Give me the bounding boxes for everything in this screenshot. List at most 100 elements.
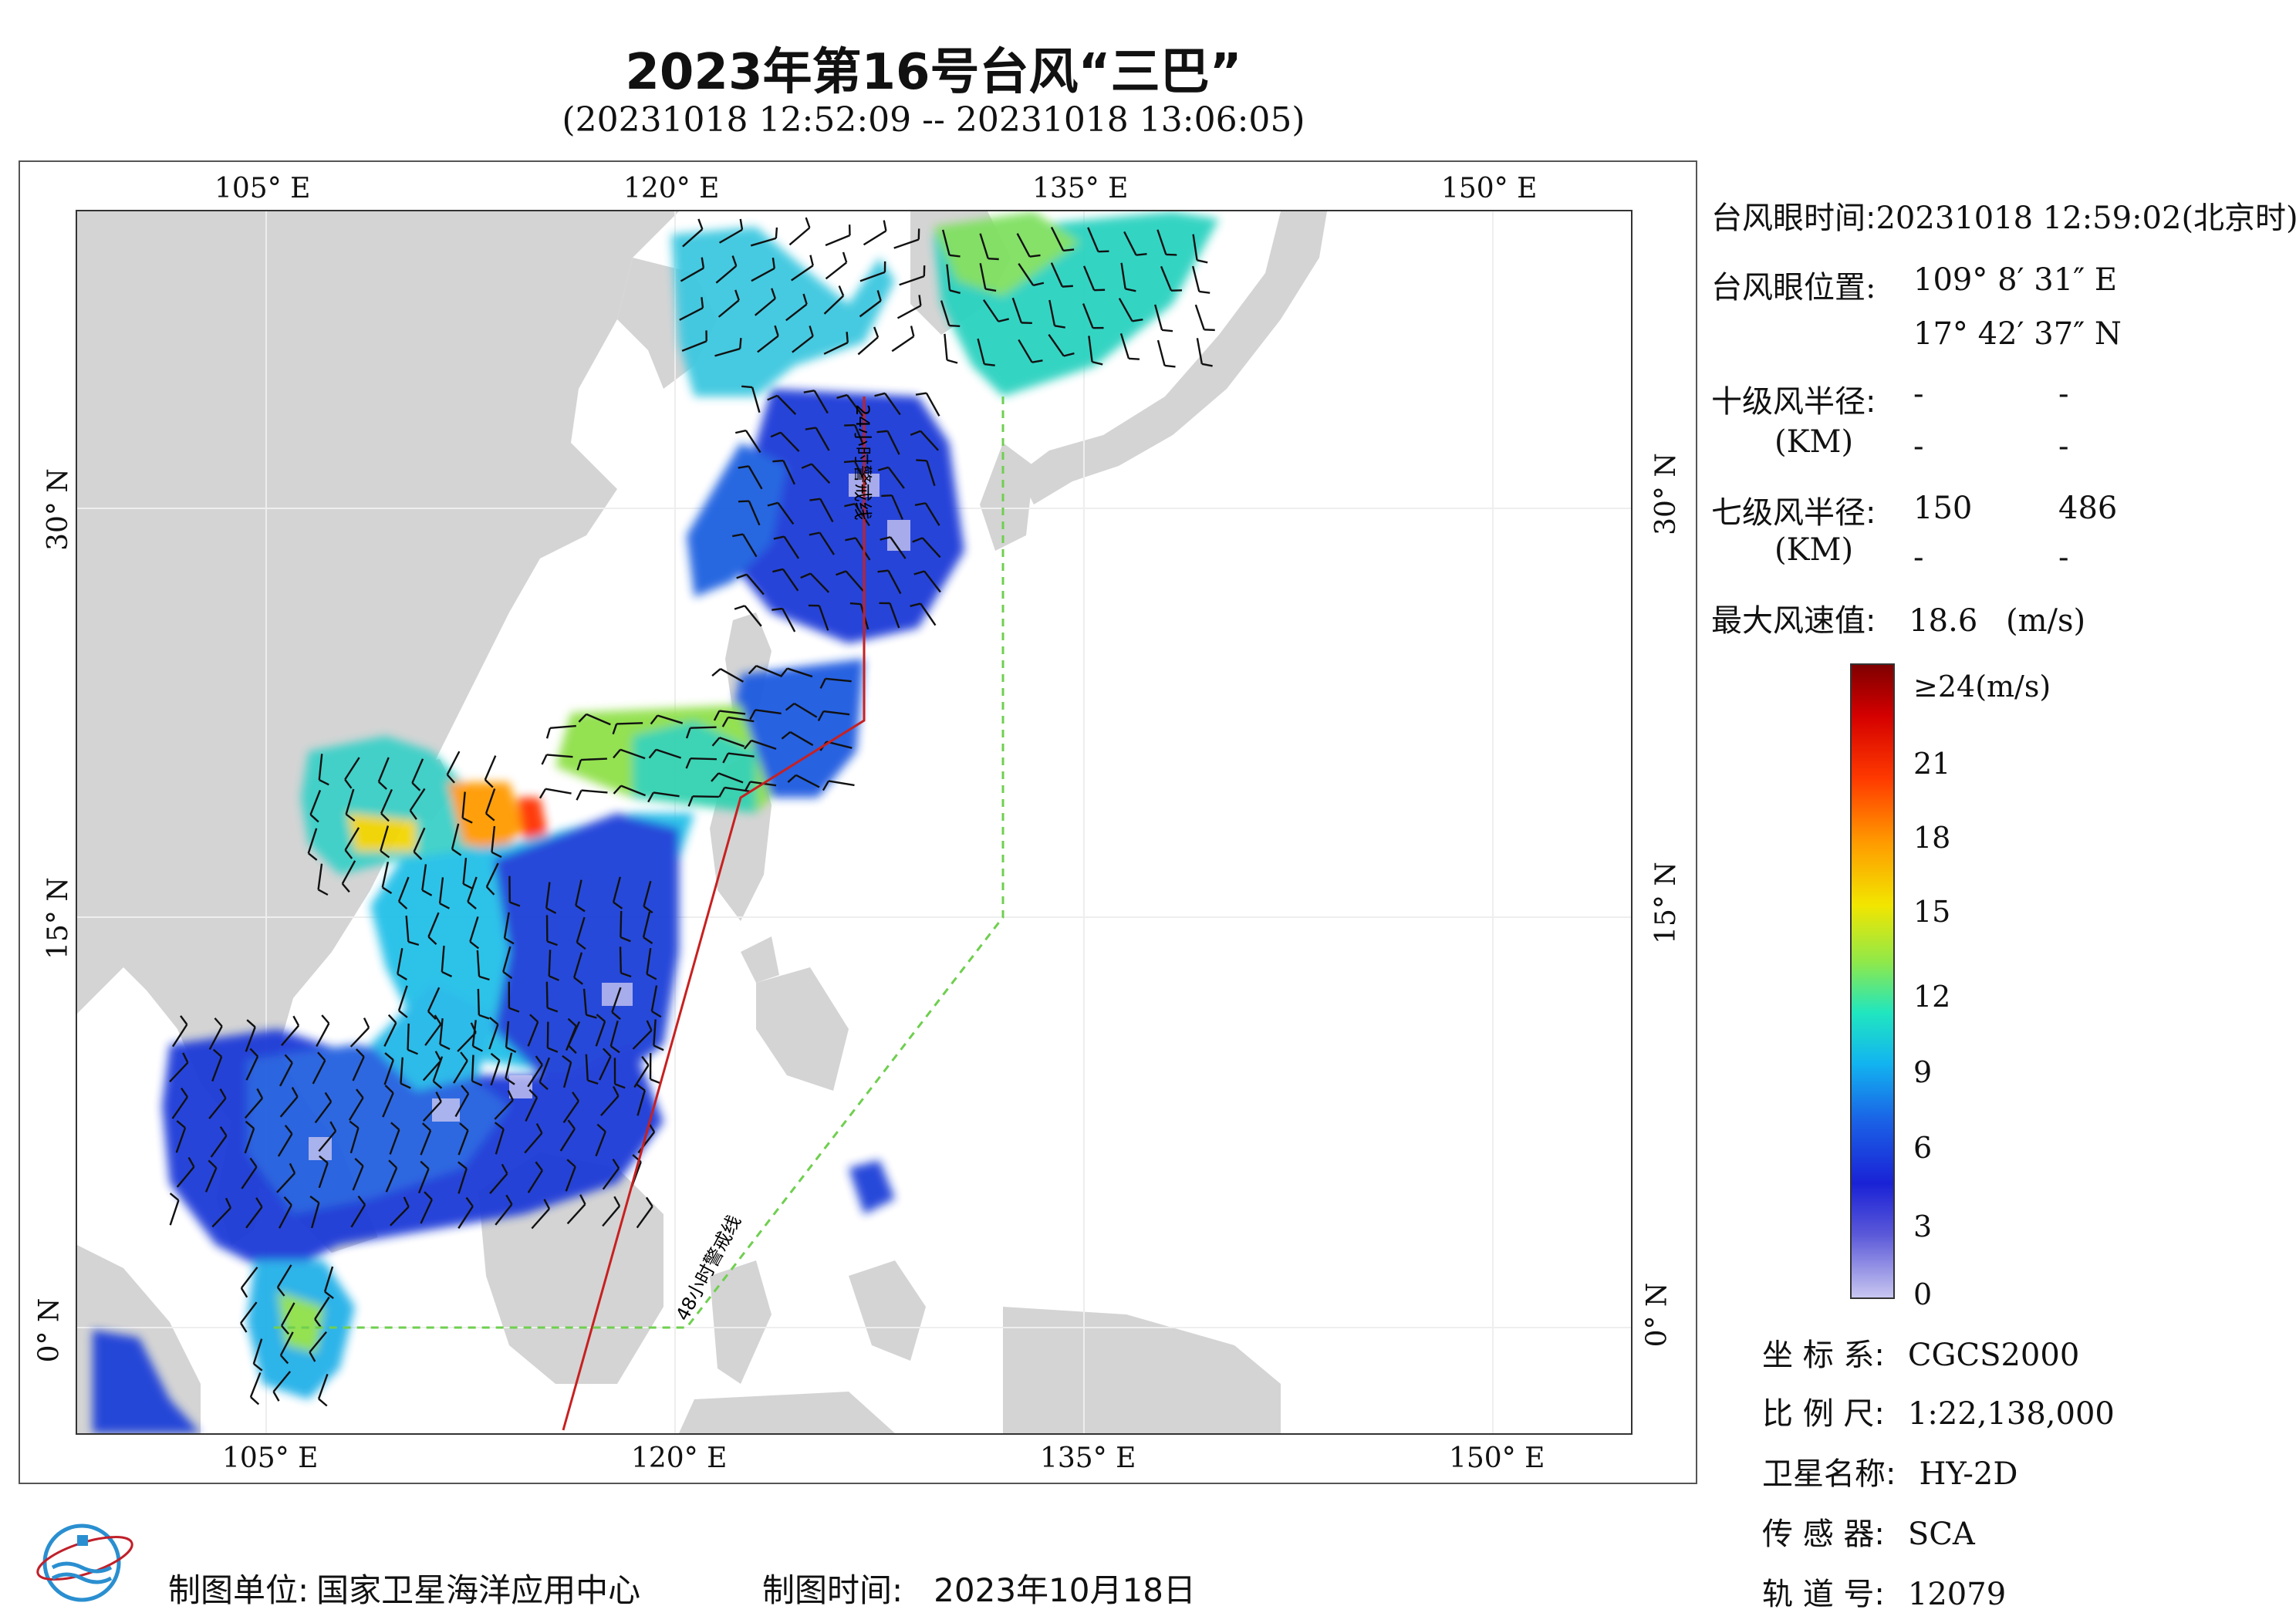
wind-barb	[390, 1206, 410, 1227]
wind-barb	[252, 1338, 263, 1365]
wind-barb-flag	[509, 901, 521, 907]
wind-barb-flag	[291, 1087, 299, 1098]
wind-barb-flag	[461, 1085, 470, 1095]
wind-barb	[755, 709, 782, 715]
wind-barb-flag	[547, 1047, 559, 1053]
wind-barb-flag	[283, 1196, 292, 1206]
wind-barb	[276, 1173, 295, 1193]
wind-barb-flag	[741, 385, 753, 389]
wind-barb-flag	[284, 1054, 293, 1064]
wind-barb	[653, 791, 680, 798]
wind-barb-flag	[181, 1087, 188, 1098]
eye-time-value: 20231018 12:59:02(北京时)	[1876, 201, 2296, 236]
wind-barb	[318, 754, 323, 781]
wind-barb	[176, 1166, 195, 1188]
colorbar-tick-3: 3	[1913, 1210, 1933, 1243]
wind-barb	[926, 460, 936, 487]
wind-barb	[1160, 265, 1173, 292]
wind-barb-flag	[434, 1014, 442, 1025]
wind-barb	[380, 788, 393, 815]
wind-barb-flag	[566, 1159, 576, 1168]
bottom-tick-120: 120° E	[631, 1442, 728, 1474]
wind-barb-flag	[245, 1120, 255, 1129]
wind-barb-flag	[567, 1017, 577, 1027]
right-tick-30n: 30° N	[1649, 453, 1682, 535]
wind-barb	[422, 1060, 442, 1081]
wind-barb	[718, 299, 740, 318]
wind-barb-flag	[1201, 363, 1213, 367]
wind-barb-flag	[380, 812, 390, 822]
wind-barb-flag	[576, 941, 586, 950]
wind-barb-flag	[344, 849, 353, 859]
left-tick-30n: 30° N	[42, 468, 74, 551]
wind-barb	[944, 333, 948, 360]
wind-barb	[794, 702, 818, 718]
wind-barb-flag	[876, 430, 888, 434]
wind-barb-flag	[620, 972, 632, 978]
wind-barb-flag	[646, 1020, 653, 1031]
wind-barb	[855, 537, 871, 561]
wind-barb-flag	[787, 774, 797, 783]
wind-barb	[940, 300, 950, 326]
wind-barb	[1194, 304, 1205, 330]
wind-barb-flag	[1063, 352, 1075, 357]
wind-barb-flag	[535, 1055, 543, 1066]
wind-barb	[581, 789, 608, 794]
wind-barb	[580, 758, 607, 761]
wind-barb	[1082, 265, 1096, 291]
wind-barb	[586, 713, 611, 726]
wind-barb-flag	[378, 781, 387, 790]
wind-barb	[782, 569, 799, 592]
wind-barb-flag	[770, 431, 782, 438]
colorbar-tick-18: 18	[1913, 821, 1951, 855]
wind-barb-flag	[465, 1196, 474, 1207]
wind-barb	[562, 1100, 579, 1123]
wind-barb	[657, 714, 684, 724]
wind-barb	[1050, 262, 1063, 288]
wind-barb-flag	[407, 1048, 418, 1055]
wind-barb-flag	[803, 390, 815, 393]
wind-barb	[757, 335, 779, 353]
wind-barb-flag	[772, 257, 775, 269]
wind-barb	[1123, 231, 1137, 256]
wind-barb-flag	[1063, 248, 1075, 252]
wind-barb	[454, 1093, 470, 1118]
wind-barb-flag	[643, 936, 653, 944]
eye-time-label: 台风眼时间:	[1711, 201, 1876, 236]
wind-barb	[249, 1372, 262, 1398]
wind-barb-flag	[318, 1398, 328, 1407]
wind-barb-flag	[459, 1122, 469, 1132]
wind-barb	[565, 1025, 577, 1051]
wind-barb-flag	[434, 1051, 442, 1061]
wind-field-map: 24小时警戒线 48小时警戒线	[76, 210, 1633, 1435]
wind-barb-flag	[208, 1159, 218, 1169]
wind-barb	[941, 229, 950, 256]
wind-barb-flag	[1032, 282, 1045, 287]
wind-barb-flag	[424, 1191, 433, 1200]
wind-barb	[350, 1204, 366, 1228]
wind-barb	[815, 427, 830, 451]
wind-barb-flag	[543, 1199, 551, 1210]
wind-barb-flag	[573, 977, 583, 985]
wind-barb	[920, 430, 939, 451]
orbit-label: 轨 道 号:	[1762, 1577, 1885, 1612]
wind-barb	[891, 336, 915, 353]
wind-barb-flag	[446, 774, 455, 784]
r10-a2: -	[2058, 376, 2069, 412]
wind-barb-flag	[822, 780, 829, 791]
wind-barb	[381, 861, 390, 888]
wind-barb-flag	[613, 785, 622, 795]
wind-barb-flag	[949, 289, 961, 295]
wind-barb-flag	[214, 1017, 223, 1027]
wind-barb-flag	[284, 1125, 293, 1135]
land-layer	[77, 211, 1327, 1433]
wind-barb-flag	[596, 1014, 606, 1023]
wind-barb-flag	[382, 886, 393, 895]
wind-barb	[744, 605, 762, 627]
wind-barb	[451, 823, 460, 850]
wind-barb-flag	[767, 394, 778, 401]
wind-barb	[549, 724, 576, 729]
wind-barb	[823, 342, 849, 355]
wind-barb-flag	[187, 1156, 195, 1168]
wind-barb-flag	[685, 727, 691, 739]
